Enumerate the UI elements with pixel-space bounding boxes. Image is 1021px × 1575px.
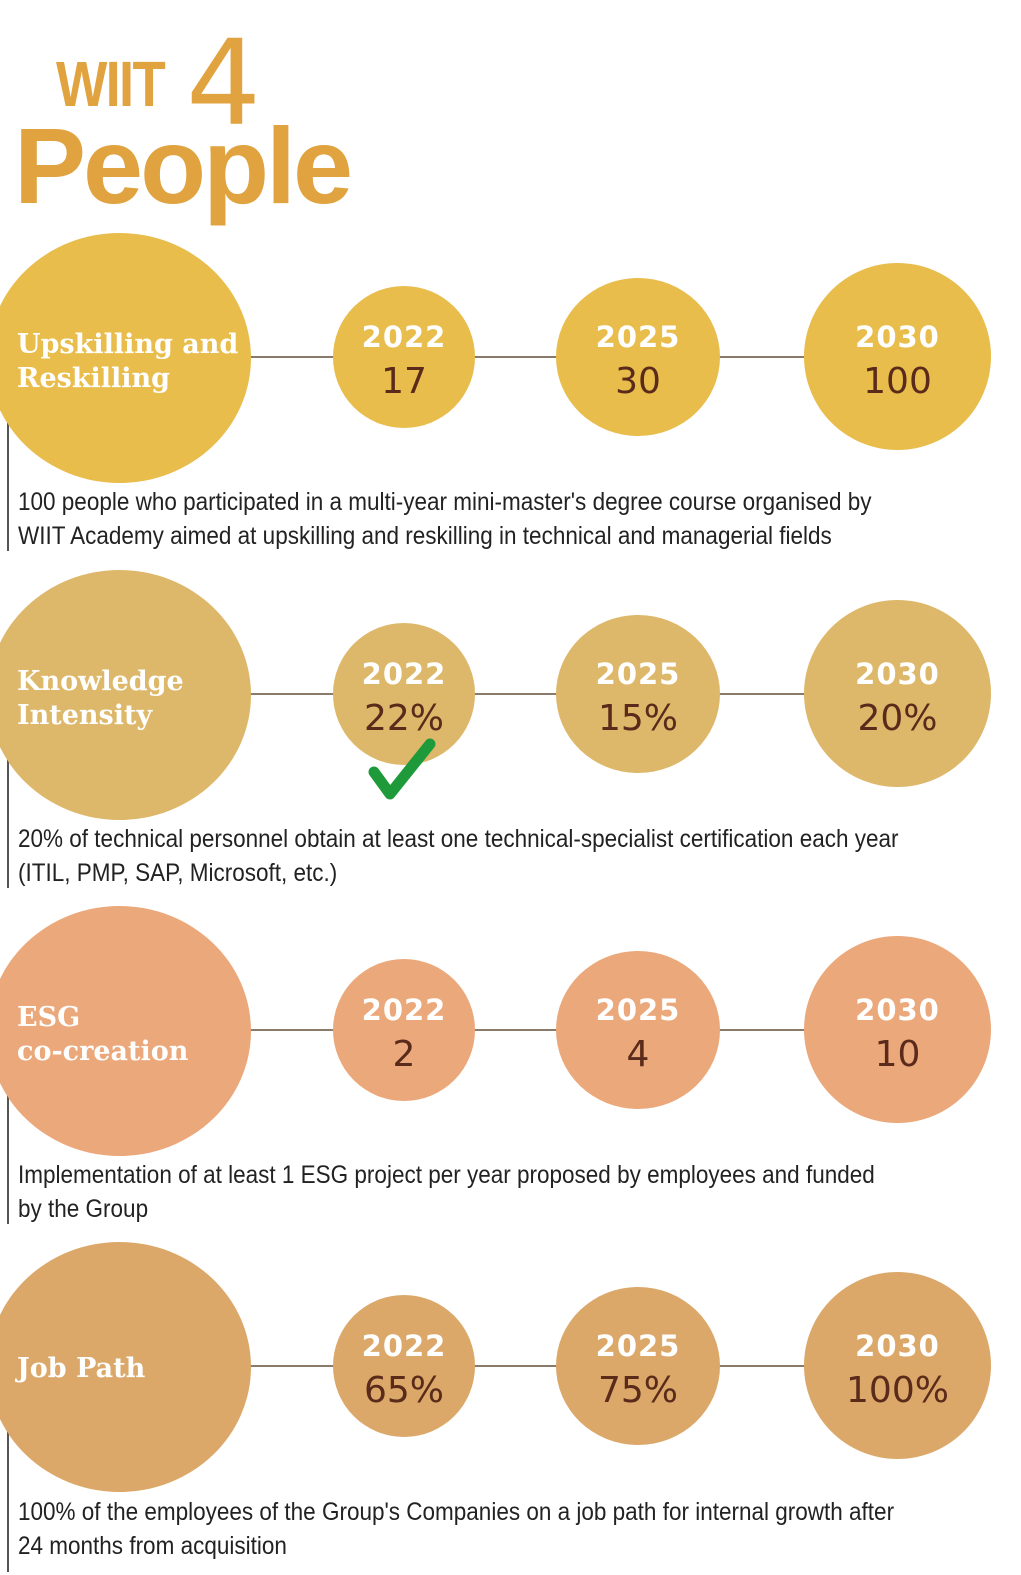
milestone-2030: 2030 100% [804,1272,991,1459]
milestone-2025: 2025 15% [556,615,720,773]
milestone-value: 30 [615,361,661,402]
milestone-value: 10 [874,1034,921,1075]
milestone-value: 17 [381,361,427,402]
milestone-2025: 2025 30 [556,278,720,436]
milestone-value: 65% [363,1370,444,1411]
topic-label: ESG co-creation [17,1002,189,1067]
timeline-connector [240,1365,820,1367]
milestone-2022: 2022 2 [333,959,475,1101]
topic-circle [0,1242,251,1492]
logo-brand: WIIT [56,48,166,120]
milestone-value: 100% [846,1370,949,1411]
milestone-year: 2030 [855,657,940,691]
milestone-year: 2030 [855,993,940,1027]
milestone-2030: 2030 100 [804,263,991,450]
section-divider-line [7,745,9,888]
topic-label: Knowledge Intensity [17,666,184,731]
section-knowledge-intensity: Knowledge Intensity 2022 22% 2025 15% 20… [0,570,1021,900]
milestone-2025: 2025 75% [556,1287,720,1445]
milestone-2030: 2030 20% [804,600,991,787]
section-divider-line [7,408,9,551]
milestone-2022: 2022 22% [333,623,475,765]
milestone-value: 75% [597,1370,678,1411]
checkmark-icon [368,738,436,800]
milestone-value: 100 [863,361,932,402]
milestone-value: 2 [392,1034,416,1075]
milestone-2030: 2030 10 [804,936,991,1123]
section-description: Implementation of at least 1 ESG project… [18,1161,875,1223]
timeline-connector [240,356,820,358]
section-divider-line [7,1417,9,1572]
milestone-year: 2022 [361,320,447,354]
milestone-year: 2030 [855,1329,940,1363]
logo-word: People [14,105,353,226]
milestone-value: 4 [626,1034,650,1075]
timeline-connector [240,1029,820,1031]
timeline-connector [240,693,820,695]
section-description: 100% of the employees of the Group's Com… [18,1498,895,1560]
topic-label: Upskilling and Reskilling [17,329,239,394]
milestone-2025: 2025 4 [556,951,720,1109]
milestone-year: 2030 [855,320,940,354]
topic-circle [0,570,251,820]
milestone-value: 22% [363,698,444,739]
section-job-path: Job Path 2022 65% 2025 75% 2030 100% 100… [0,1242,1021,1572]
milestone-year: 2025 [595,320,681,354]
section-description: 100 people who participated in a multi-y… [18,488,872,550]
section-upskilling: Upskilling and Reskilling 2022 17 2025 3… [0,233,1021,563]
milestone-value: 20% [857,698,938,739]
topic-label: Job Path [17,1353,146,1384]
section-esg-co-creation: ESG co-creation 2022 2 2025 4 2030 10 Im… [0,906,1021,1236]
milestone-year: 2022 [361,657,447,691]
milestone-2022: 2022 65% [333,1295,475,1437]
milestone-year: 2025 [595,1329,681,1363]
milestone-year: 2025 [595,657,681,691]
milestone-year: 2022 [361,993,447,1027]
milestone-value: 15% [597,698,678,739]
logo-digit: 4 [186,14,262,152]
topic-circle [0,906,251,1156]
section-description: 20% of technical personnel obtain at lea… [18,825,899,887]
section-divider-line [7,1081,9,1224]
milestone-year: 2022 [361,1329,447,1363]
milestone-year: 2025 [595,993,681,1027]
milestone-2022: 2022 17 [333,286,475,428]
topic-circle [0,233,251,483]
